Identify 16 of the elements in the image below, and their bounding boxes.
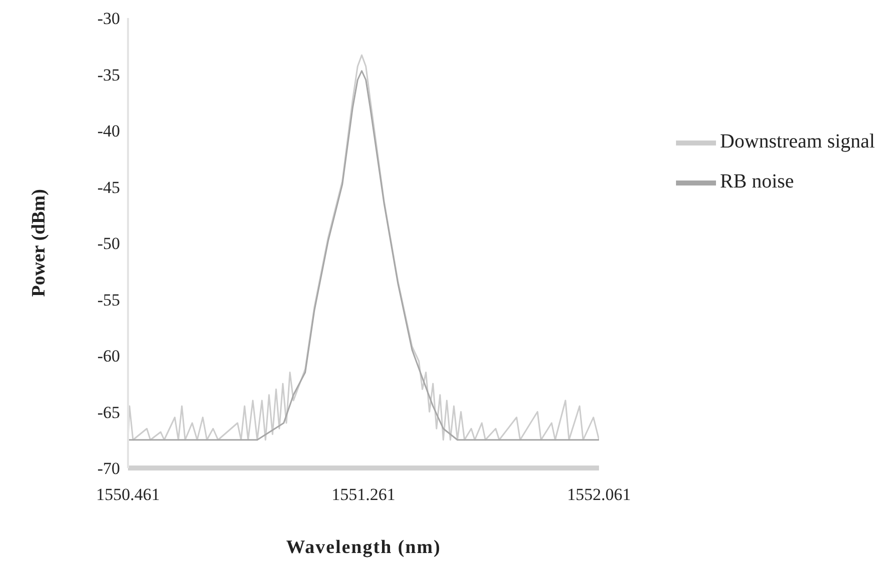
x-axis-title: Wavelength (nm) xyxy=(286,537,441,558)
x-tick-label: 1551.261 xyxy=(332,485,396,504)
legend-label: RB noise xyxy=(720,170,794,193)
y-tick-label: -60 xyxy=(97,346,120,366)
legend-label: Downstream signal xyxy=(720,130,875,153)
y-axis-title: Power (dBm) xyxy=(28,189,50,297)
y-tick-label: -30 xyxy=(97,9,120,28)
y-tick-label: -65 xyxy=(97,402,120,422)
y-tick-label: -70 xyxy=(97,459,120,478)
x-tick-label: 1552.061 xyxy=(567,485,631,504)
y-tick-label: -35 xyxy=(97,65,120,84)
y-tick-label: -45 xyxy=(97,178,120,197)
y-tick-label: -55 xyxy=(97,290,120,310)
x-tick-label: 1550.461 xyxy=(96,485,160,504)
y-tick-label: -50 xyxy=(97,234,120,254)
y-tick-label: -40 xyxy=(97,122,120,141)
